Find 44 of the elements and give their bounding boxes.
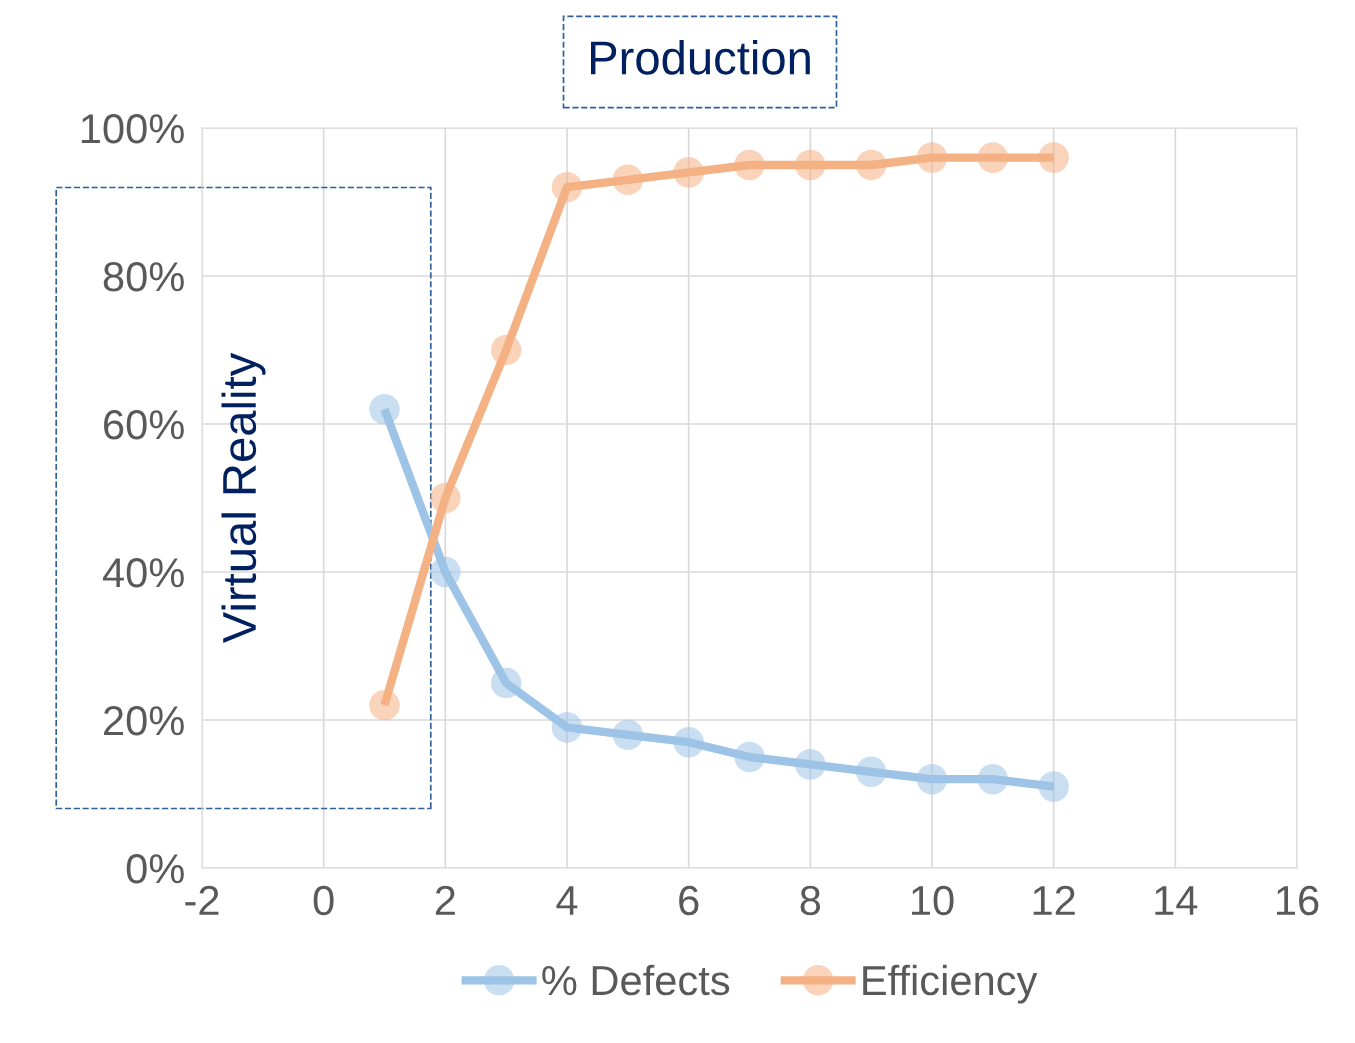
x-tick-label: 10 xyxy=(912,885,954,916)
point xyxy=(673,726,704,758)
point xyxy=(855,149,887,181)
y-tick-label: 40% xyxy=(102,558,184,588)
x-tick-label: 8 xyxy=(800,885,821,916)
chart-title: Production xyxy=(591,39,810,75)
point xyxy=(1038,142,1069,173)
point xyxy=(795,749,826,780)
point xyxy=(977,763,1009,795)
x-tick-label: 12 xyxy=(1033,885,1075,915)
point xyxy=(795,149,826,181)
point xyxy=(734,149,765,181)
legend-label: % Defects xyxy=(542,964,730,996)
x-tick-label: 0 xyxy=(313,885,334,916)
point xyxy=(551,712,583,743)
y-tick-label: 0% xyxy=(126,854,184,884)
y-tick-label: 100% xyxy=(81,114,184,144)
y-tick-label: 60% xyxy=(104,410,184,440)
point xyxy=(369,393,400,425)
point xyxy=(430,482,461,514)
point xyxy=(855,756,887,788)
x-tick-label: 16 xyxy=(1277,885,1319,916)
point xyxy=(916,142,948,173)
point xyxy=(673,157,704,188)
point xyxy=(612,164,644,196)
x-tick-label: 6 xyxy=(679,885,699,916)
x-tick-label: 4 xyxy=(556,886,578,915)
point xyxy=(430,556,461,588)
x-tick-label: 14 xyxy=(1155,886,1198,915)
point xyxy=(369,689,400,721)
x-tick-label: 2 xyxy=(435,885,455,915)
point xyxy=(734,741,765,773)
y-axis-title: Virtual Reality xyxy=(221,352,266,644)
point xyxy=(551,171,583,203)
point xyxy=(490,667,522,699)
y-tick-label: 20% xyxy=(104,706,184,736)
point xyxy=(1038,771,1069,802)
point xyxy=(977,142,1009,173)
legend-label: Efficiency xyxy=(863,964,1038,1004)
x-tick-label: -2 xyxy=(185,885,219,915)
point xyxy=(612,719,644,751)
point xyxy=(916,763,948,795)
y-tick-label: 80% xyxy=(103,262,184,292)
point xyxy=(490,334,522,366)
